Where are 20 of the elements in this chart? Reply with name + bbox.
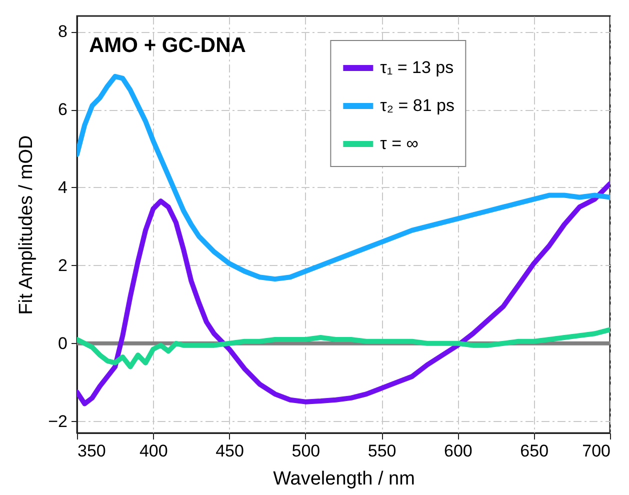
y-tick-label: 2	[58, 256, 68, 275]
legend-label: τ₁ = 13 ps	[380, 58, 454, 77]
legend-label: τ = ∞	[380, 134, 418, 153]
x-axis-title: Wavelength / nm	[273, 468, 415, 490]
x-tick-label: 500	[292, 442, 320, 460]
annotation: AMO + GC-DNA	[89, 34, 246, 57]
y-axis-title: Fit Amplitudes / mOD	[16, 135, 38, 315]
legend-label: τ₂ = 81 ps	[380, 96, 454, 115]
x-tick-label: 400	[139, 442, 168, 460]
y-tick-label: 0	[58, 334, 68, 353]
y-tick-label: 6	[58, 100, 68, 120]
y-tick-label: −2	[48, 412, 68, 431]
x-tick-label: 650	[520, 442, 549, 460]
x-tick-label: 600	[444, 442, 472, 460]
x-tick-label: 350	[78, 442, 106, 460]
y-tick-label: 8	[58, 22, 68, 42]
y-tick-label: 4	[58, 178, 68, 197]
x-tick-label: 700	[582, 442, 610, 460]
x-tick-label: 450	[216, 442, 244, 460]
x-tick-label: 550	[368, 442, 396, 460]
